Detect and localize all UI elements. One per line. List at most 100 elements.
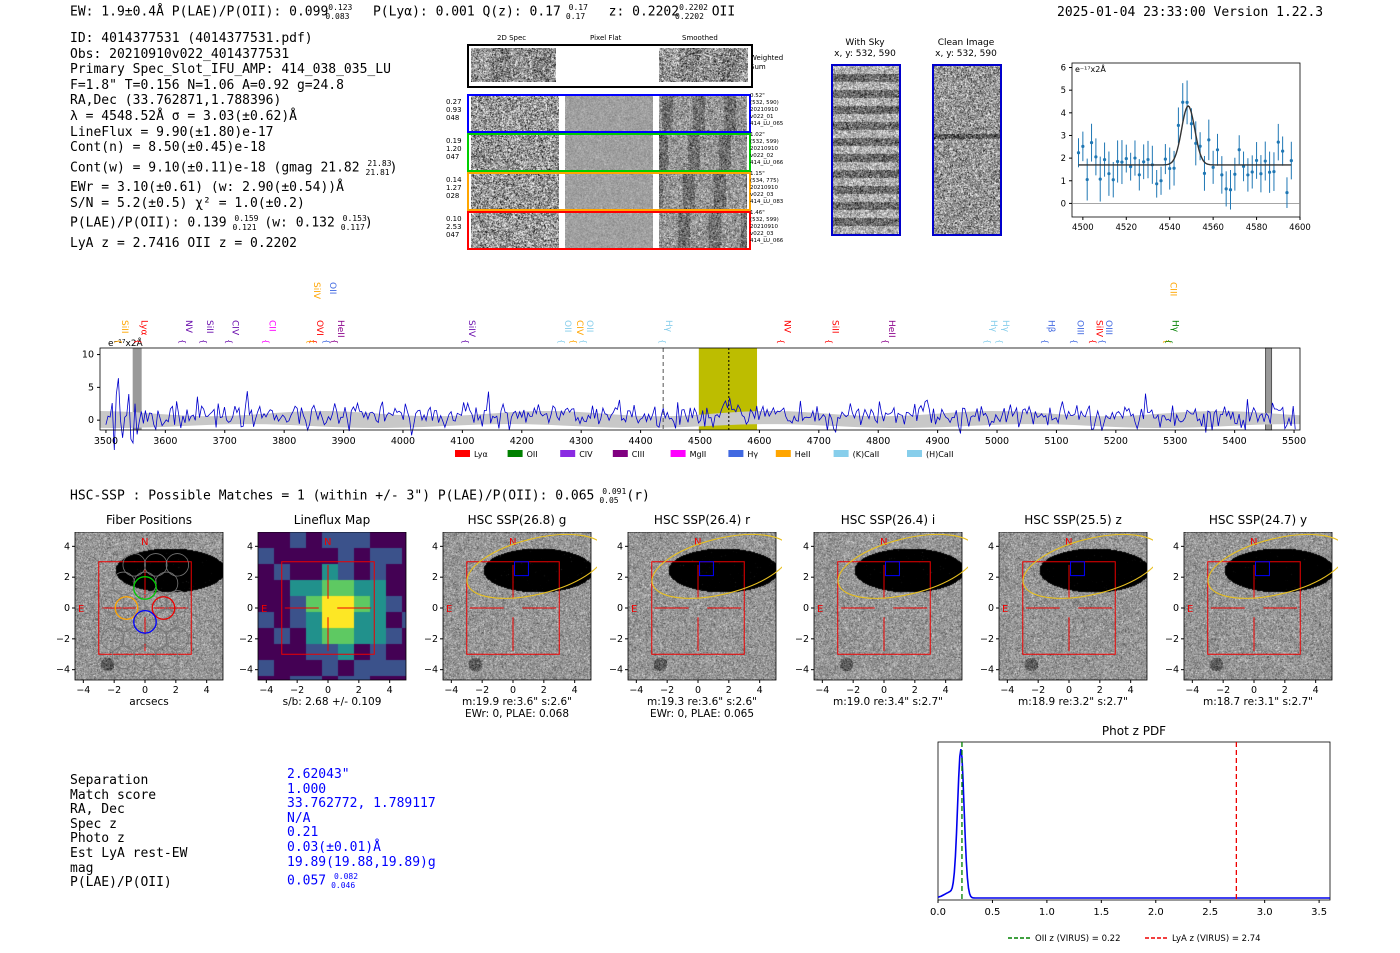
- zoom-data-point: [1189, 122, 1194, 126]
- info-lineflux: LineFlux = 9.90(±1.80)e-17: [70, 124, 274, 140]
- cutout-stat: 048: [446, 114, 460, 122]
- zoom-data-point: [1081, 144, 1085, 148]
- info-cont-n: Cont(n) = 8.50(±0.45)e-18: [70, 140, 266, 156]
- cutout-stat: 028: [446, 192, 460, 200]
- info-primary-spec: Primary Spec_Slot_IFU_AMP: 414_038_035_L…: [70, 62, 391, 78]
- fiber-circle: [133, 571, 157, 595]
- catalog-ellipse: [837, 533, 968, 599]
- noise-image: [471, 96, 559, 131]
- panel-ytick-label: −2: [424, 634, 438, 645]
- emission-line-label: OVI: [314, 320, 324, 336]
- cutout-stat: 0.10: [446, 215, 462, 223]
- info-fwhm: F=1.8" T=0.156 N=1.06 A=0.92 g=24.8: [70, 77, 344, 93]
- fiber-circle: [122, 627, 146, 651]
- zoom-line-fit-chart: 4500 4520 4540 4560 4580 4600 0 1 2 3 4 5 6 e⁻¹⁷x2Å: [1061, 62, 1311, 233]
- header-plya-qz: P(Lyα): 0.001 Q(z): 0.17: [372, 4, 561, 20]
- panel-xtick-label: −2: [846, 685, 860, 696]
- panel-xtick-label: 0: [1066, 685, 1072, 696]
- search-box: [837, 561, 931, 655]
- zoom-data-point: [1124, 156, 1128, 161]
- emission-line-marker: {: [995, 339, 1004, 344]
- panel-ytick-label: 2: [64, 572, 70, 583]
- emission-line-marker: {: [569, 339, 578, 344]
- panel-title: HSC SSP(26.4) r: [653, 513, 751, 527]
- noise-image: [565, 174, 653, 209]
- zoom-data-point: [1246, 173, 1250, 177]
- emission-line-marker: {: [261, 339, 270, 344]
- fiber-circle: [154, 608, 179, 632]
- panel-title: HSC SSP(25.5) z: [1024, 513, 1122, 527]
- legend-swatch: [612, 450, 628, 457]
- cutout-meta: 414_LU_066: [750, 238, 784, 244]
- fiber-circle: [165, 627, 190, 651]
- panel-caption-line: EWr: 0, PLAE: 0.068: [464, 708, 570, 720]
- match-label: P(LAE)/P(OII): [70, 875, 172, 891]
- header-datetime-version: 2025-01-04 23:33:00 Version 1.22.3: [1057, 5, 1324, 20]
- catalog-ellipse: [1207, 533, 1338, 599]
- spectrum-xtick-label: 5300: [1163, 436, 1187, 447]
- spec-cutouts: 2D Spec Pixel Flat Smoothed Weighted Sum…: [440, 30, 790, 255]
- cutout-row-stats: 0.10 2.53 047: [446, 215, 462, 239]
- panel-xtick-label: −2: [107, 685, 121, 696]
- panel-ytick-label: −2: [239, 634, 253, 645]
- spectrum-xtick-label: 5200: [1104, 436, 1128, 447]
- zoom-data-point: [1111, 178, 1115, 182]
- panel-xtick-label: 4: [204, 685, 210, 696]
- panel-ytick-label: 4: [247, 541, 253, 552]
- panel-ytick-label: −2: [1165, 634, 1179, 645]
- zoom-data-point: [1268, 170, 1272, 174]
- legend-label: (H)CaII: [926, 450, 953, 459]
- spectrum-ytick-label: 5: [88, 382, 94, 393]
- weighted-sum-label: Weighted Sum: [750, 54, 784, 71]
- panel-ytick-label: −2: [56, 634, 70, 645]
- fiber-circle: [154, 645, 179, 669]
- zoom-data-point: [1202, 171, 1207, 175]
- photz-frame: [937, 741, 1331, 901]
- panel-xtick-label: 2: [1097, 685, 1103, 696]
- east-label: E: [1002, 604, 1008, 615]
- cutout-2d-spec: [471, 135, 559, 170]
- legend-oii-label: OII z (VIRUS) = 0.22: [1035, 934, 1121, 944]
- photz-xtick-label: 0.0: [930, 907, 946, 918]
- emission-line-marker: {: [330, 339, 339, 344]
- info-cont-w: Cont(w) = 9.10(±0.11)e-18 (gmag 21.82 21…: [70, 158, 398, 177]
- panel-frame: [998, 532, 1148, 681]
- spectrum-ytick-label: 10: [82, 350, 94, 361]
- emission-line-marker: {: [557, 339, 566, 344]
- spectrum-xtick-label: 3900: [331, 436, 355, 447]
- cutout-stat: 0.14: [446, 176, 462, 184]
- noise-image: [471, 135, 559, 170]
- panel-xtick-label: 2: [726, 685, 732, 696]
- cutout-meta: v022_01: [750, 114, 774, 120]
- info-id: ID: 4014377531 (4014377531.pdf): [70, 31, 313, 46]
- zoom-data-point: [1254, 158, 1259, 163]
- cutout-smoothed: [659, 135, 747, 170]
- zoom-data-point: [1176, 123, 1180, 127]
- emission-line-label: SiIV: [311, 282, 321, 300]
- emission-line-label: CIII: [1168, 282, 1178, 296]
- zoom-fit-line: [1078, 105, 1292, 166]
- panel-xtick-label: 0: [510, 685, 516, 696]
- spectrum-line: [105, 378, 1296, 451]
- weighted-smoothed-image: [659, 48, 748, 82]
- panel-xtick-label: −4: [1185, 685, 1199, 696]
- panel-title: HSC SSP(26.8) g: [467, 513, 567, 527]
- fiber-circle: [144, 627, 168, 651]
- cutout-meta: 414_LU_083: [750, 199, 784, 205]
- cutout-meta: v022_02: [750, 153, 774, 159]
- fiber-green: [133, 576, 157, 600]
- spectrum-xtick-label: 4900: [926, 436, 950, 447]
- zoom-xtick-label: 4560: [1202, 223, 1224, 233]
- panel-caption: arcsecs: [55, 696, 243, 708]
- emission-line-label: Hγ: [1000, 320, 1010, 333]
- panel-image: N E −4 −4 −2 −2 0 0 2 2 4 4: [795, 532, 968, 696]
- zoom-data-point: [1168, 166, 1172, 171]
- panel-ytick-label: −4: [980, 665, 994, 676]
- photz-xtick-label: 3.0: [1257, 907, 1273, 918]
- zoom-data-point: [1233, 172, 1237, 176]
- match-label: Separation: [70, 773, 149, 788]
- noise-image: [659, 96, 747, 131]
- legend-label: HeII: [795, 450, 811, 459]
- panel-caption: m:18.7 re:3.1" s:2.7": [1164, 696, 1352, 708]
- panel-ytick-label: −4: [239, 665, 253, 676]
